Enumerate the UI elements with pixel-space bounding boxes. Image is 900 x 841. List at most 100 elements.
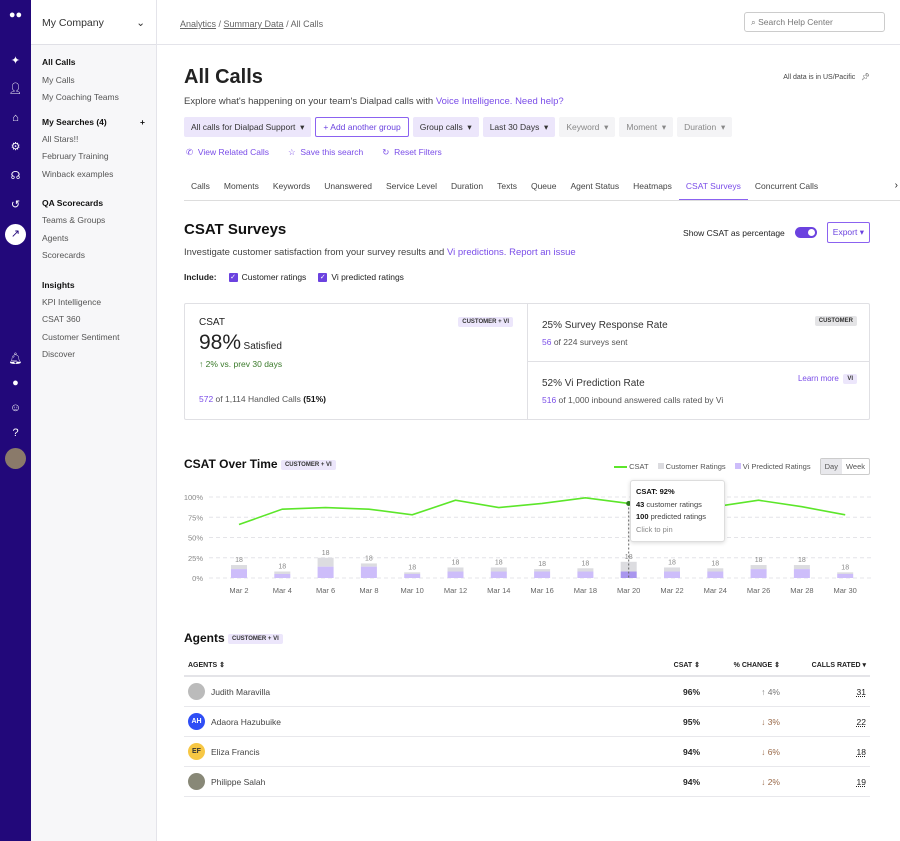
action-link[interactable]: ↻ Reset Filters [382,147,442,158]
analytics-icon[interactable]: ↗ [5,224,26,245]
sidebar-item[interactable]: CSAT 360 [42,311,145,329]
filter-chip[interactable]: Moment ▾ [619,117,673,137]
sparkle-icon[interactable]: ✦ [8,54,23,69]
csat-percentage-toggle[interactable] [795,227,817,238]
bell-icon[interactable]: 🔔︎ [8,352,23,367]
learn-more-link[interactable]: Learn more [798,374,839,383]
agent-change: ↓ 6% [700,747,780,757]
voice-intelligence-link[interactable]: Voice Intelligence. [436,96,513,107]
breadcrumb-summary[interactable]: Summary Data [224,19,284,29]
filter-chip[interactable]: Last 30 Days ▾ [483,117,556,137]
sidebar-item[interactable]: KPI Intelligence [42,294,145,312]
vi-predictions-link[interactable]: Vi predictions. [447,247,507,258]
filter-chip[interactable]: All calls for Dialpad Support ▾ [184,117,311,137]
action-link[interactable]: ☆ Save this search [288,147,363,158]
tabs-scroll-right-icon[interactable]: › [895,180,898,191]
bar-label: 18 [755,557,763,564]
person-icon[interactable]: 👤︎ [8,82,23,97]
filter-chip[interactable]: Duration ▾ [677,117,732,137]
table-row[interactable]: AHAdaora Hazubuike95%↓ 3%22 [184,707,870,737]
team-icon[interactable]: ⌂ [8,111,23,126]
handled-calls-link[interactable]: 572 [199,394,213,404]
tab[interactable]: Unanswered [317,176,379,201]
sidebar-section-header[interactable]: QA Scorecards [42,198,145,208]
tab[interactable]: CSAT Surveys [679,176,748,201]
sidebar-item[interactable]: My Calls [42,72,145,90]
export-button[interactable]: Export ▾ [827,222,870,243]
day-button[interactable]: Day [821,459,842,474]
y-tick-label: 25% [188,554,203,563]
sidebar-section-header[interactable]: Insights [42,280,145,290]
filter-chip[interactable]: + Add another group [315,117,408,137]
help-icon[interactable]: ? [8,426,23,441]
tab[interactable]: Keywords [266,176,317,201]
customer-vi-badge: CUSTOMER + VI [458,317,513,327]
gear-icon[interactable]: ⚙ [8,140,23,155]
smiley-icon[interactable]: ☺ [8,401,23,416]
company-switcher[interactable]: My Company⌄ [31,0,156,45]
customer-bar [361,563,377,566]
history-icon[interactable]: ↺ [8,198,23,213]
agent-name: Adaora Hazubuike [211,717,281,727]
tab[interactable]: Agent Status [563,176,626,201]
sidebar-item[interactable]: Agents [42,230,145,248]
tab[interactable]: Queue [524,176,564,201]
user-avatar[interactable] [5,448,26,469]
table-row[interactable]: EFEliza Francis94%↓ 6%18 [184,737,870,767]
x-tick-label: Mar 30 [834,586,857,595]
sidebar-item[interactable]: Teams & Groups [42,212,145,230]
agent-csat: 96% [640,687,700,697]
csat-description: Investigate customer satisfaction from y… [184,247,576,258]
agent-csat: 95% [640,717,700,727]
tab[interactable]: Concurrent Calls [748,176,825,201]
tab[interactable]: Heatmaps [626,176,679,201]
agent-csat: 94% [640,777,700,787]
column-header[interactable]: CALLS RATED ▾ [780,661,870,669]
x-tick-label: Mar 6 [316,586,335,595]
bar-label: 18 [278,564,286,571]
need-help-link[interactable]: Need help? [515,96,564,107]
sidebar-item[interactable]: All Stars!! [42,131,145,149]
week-button[interactable]: Week [842,459,869,474]
column-header[interactable]: CSAT ⇕ [640,661,700,669]
customer-bar [837,572,853,574]
report-issue-link[interactable]: Report an issue [509,247,576,258]
help-search-input[interactable]: ⌕ Search Help Center [744,12,885,32]
x-tick-label: Mar 4 [273,586,292,595]
y-tick-label: 50% [188,534,203,543]
sidebar-item[interactable]: All Calls [42,54,145,72]
filter-chip[interactable]: Keyword ▾ [559,117,615,137]
tab[interactable]: Service Level [379,176,444,201]
column-header[interactable]: AGENTS ⇕ [184,661,640,669]
legend-customer: Customer Ratings [658,462,726,471]
tab[interactable]: Texts [490,176,524,201]
column-header[interactable]: % CHANGE ⇕ [700,661,780,669]
sidebar-item[interactable]: Scorecards [42,247,145,265]
phone-icon: ✆ [186,147,198,157]
sidebar-item[interactable]: My Coaching Teams [42,89,145,107]
action-link[interactable]: ✆ View Related Calls [186,147,269,158]
dialpad-logo-icon[interactable]: ●● [8,8,23,23]
tab[interactable]: Calls [184,176,217,201]
dialpad-icon[interactable]: ● [8,376,23,391]
agents-table: AGENTS ⇕CSAT ⇕% CHANGE ⇕CALLS RATED ▾ Jud… [184,655,870,797]
sidebar-item[interactable]: Discover [42,346,145,364]
breadcrumb-analytics[interactable]: Analytics [180,19,216,29]
tab[interactable]: Duration [444,176,490,201]
vi-rated-link[interactable]: 516 [542,395,556,405]
tab[interactable]: Moments [217,176,266,201]
csat-section-title: CSAT Surveys [184,221,286,238]
add-search-icon[interactable]: + [140,117,145,127]
chart-tooltip[interactable]: CSAT: 92%43 customer ratings100 predicte… [630,480,725,542]
table-row[interactable]: Judith Maravilla96%↑ 4%31 [184,677,870,707]
vi-ratings-checkbox[interactable]: ✓Vi predicted ratings [318,272,404,282]
filter-chip[interactable]: Group calls ▾ [413,117,479,137]
customer-ratings-checkbox[interactable]: ✓Customer ratings [229,272,307,282]
sidebar-item[interactable]: Winback examples [42,166,145,184]
sidebar-item[interactable]: Customer Sentiment [42,329,145,347]
sidebar-item[interactable]: February Training [42,148,145,166]
sidebar-section-header[interactable]: My Searches (4)+ [42,117,145,127]
table-row[interactable]: Philippe Salah94%↓ 2%19 [184,767,870,797]
headset-icon[interactable]: ☊ [8,169,23,184]
page-title: All Calls [184,66,263,89]
